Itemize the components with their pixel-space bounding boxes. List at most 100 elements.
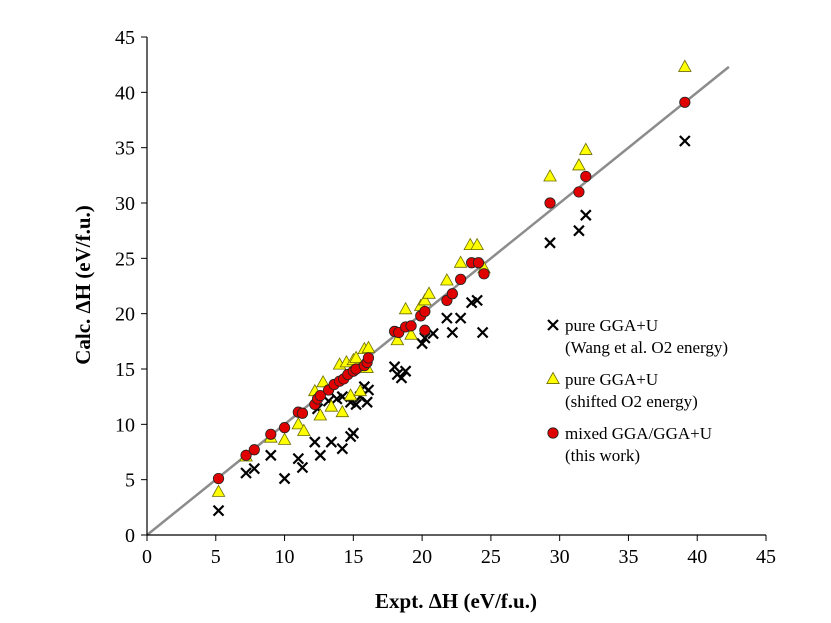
- data-point-triangle: [418, 293, 432, 306]
- data-point-triangle: [422, 286, 436, 299]
- data-point-triangle: [316, 374, 330, 388]
- data-point-circle: [472, 257, 485, 269]
- legend-label: pure GGA+U: [565, 370, 658, 389]
- data-point-circle: [580, 170, 592, 183]
- data-point-x: [212, 504, 225, 517]
- data-point-circle: [212, 472, 225, 485]
- legend-marker-x: [547, 319, 559, 331]
- data-point-x: [454, 312, 467, 324]
- data-point-triangle: [291, 417, 306, 430]
- data-point-x: [347, 427, 360, 439]
- data-point-x: [544, 237, 556, 249]
- data-point-triangle: [578, 142, 593, 155]
- data-point-circle: [405, 320, 417, 332]
- data-point-circle: [679, 96, 691, 108]
- x-tick-label: 35: [618, 546, 638, 568]
- x-axis-title: Expt. ΔH (eV/f.u.): [375, 589, 537, 613]
- data-point-triangle: [324, 399, 339, 412]
- data-point-x: [350, 398, 362, 411]
- data-point-x: [314, 449, 327, 462]
- data-point-circle: [419, 324, 431, 336]
- data-point-x: [240, 467, 252, 479]
- data-point-x: [573, 224, 585, 237]
- data-point-x: [395, 372, 408, 384]
- y-tick-label: 40: [115, 82, 135, 104]
- data-point-x: [679, 135, 691, 147]
- data-point-triangle: [335, 404, 350, 418]
- data-point-triangle: [313, 408, 328, 421]
- data-point-circle: [240, 449, 252, 461]
- data-point-triangle: [543, 169, 557, 182]
- x-tick-label: 0: [142, 546, 152, 568]
- legend-entry: pure GGA+U (shifted O2 energy): [546, 370, 698, 411]
- data-point-x: [325, 436, 338, 448]
- data-point-triangle: [677, 59, 692, 72]
- data-point-circle: [248, 444, 260, 456]
- data-point-circle: [455, 273, 467, 285]
- data-point-circle: [573, 186, 585, 198]
- reference-line-layer: [146, 65, 730, 536]
- data-point-circle: [446, 288, 458, 300]
- data-point-circle: [544, 197, 556, 209]
- reference-line: [146, 65, 730, 536]
- y-tick-label: 15: [115, 359, 135, 381]
- data-point-x: [361, 396, 373, 408]
- data-point-x: [416, 337, 428, 350]
- y-tick-label: 45: [115, 27, 135, 49]
- y-axis-title: Calc. ΔH (eV/f.u.): [71, 205, 95, 365]
- data-point-triangle: [277, 432, 292, 445]
- data-point-x: [296, 461, 309, 474]
- x-tick-label: 45: [756, 546, 776, 568]
- legend-label: (shifted O2 energy): [565, 392, 698, 411]
- data-point-x: [399, 365, 412, 377]
- x-tick-label: 10: [275, 546, 295, 568]
- data-point-triangle: [470, 237, 484, 251]
- data-point-circle: [296, 407, 309, 419]
- data-point-x: [292, 452, 305, 465]
- data-point-circle: [478, 268, 490, 280]
- y-tick-label: 5: [125, 470, 135, 492]
- data-point-x: [336, 442, 349, 455]
- series-circle: [212, 96, 691, 485]
- y-tick-label: 20: [115, 304, 135, 326]
- legend-label: mixed GGA/GGA+U: [565, 424, 712, 443]
- legend-label: pure GGA+U: [565, 316, 658, 335]
- data-point-triangle: [296, 423, 311, 436]
- legend-marker-circle: [547, 427, 559, 439]
- legend: pure GGA+U (Wang et al. O2 energy) pure GG…: [546, 316, 728, 465]
- data-point-triangle: [440, 273, 454, 286]
- y-tick-label: 30: [115, 193, 135, 215]
- data-point-x: [265, 449, 277, 462]
- data-point-circle: [419, 305, 431, 318]
- x-tick-label: 30: [550, 546, 570, 568]
- data-point-x: [278, 472, 291, 485]
- x-tick-label: 20: [412, 546, 432, 568]
- legend-entry: mixed GGA/GGA+U (this work): [547, 424, 712, 465]
- data-point-triangle: [453, 255, 468, 268]
- data-point-triangle: [398, 301, 413, 315]
- data-point-circle: [278, 422, 291, 434]
- axes-layer: [146, 37, 766, 536]
- y-tick-label: 35: [115, 138, 135, 160]
- legend-label: (Wang et al. O2 energy): [565, 338, 728, 357]
- data-point-triangle: [349, 350, 363, 363]
- data-point-circle: [265, 428, 277, 440]
- data-point-x: [309, 436, 321, 448]
- data-point-x: [580, 209, 592, 221]
- legend-marker-triangle: [546, 371, 560, 384]
- data-point-triangle: [211, 484, 226, 497]
- x-tick-label: 25: [481, 546, 501, 568]
- x-tick-label: 15: [343, 546, 363, 568]
- data-point-x: [388, 361, 401, 373]
- points-layer: [211, 59, 692, 517]
- legend-label: (this work): [565, 446, 640, 465]
- data-point-circle: [314, 389, 326, 402]
- data-point-triangle: [390, 332, 405, 346]
- data-point-circle: [362, 352, 375, 364]
- x-tick-label: 5: [211, 546, 221, 568]
- y-tick-label: 0: [125, 525, 135, 547]
- data-point-x: [441, 312, 453, 324]
- y-tick-label: 10: [115, 414, 135, 436]
- data-point-x: [476, 326, 489, 339]
